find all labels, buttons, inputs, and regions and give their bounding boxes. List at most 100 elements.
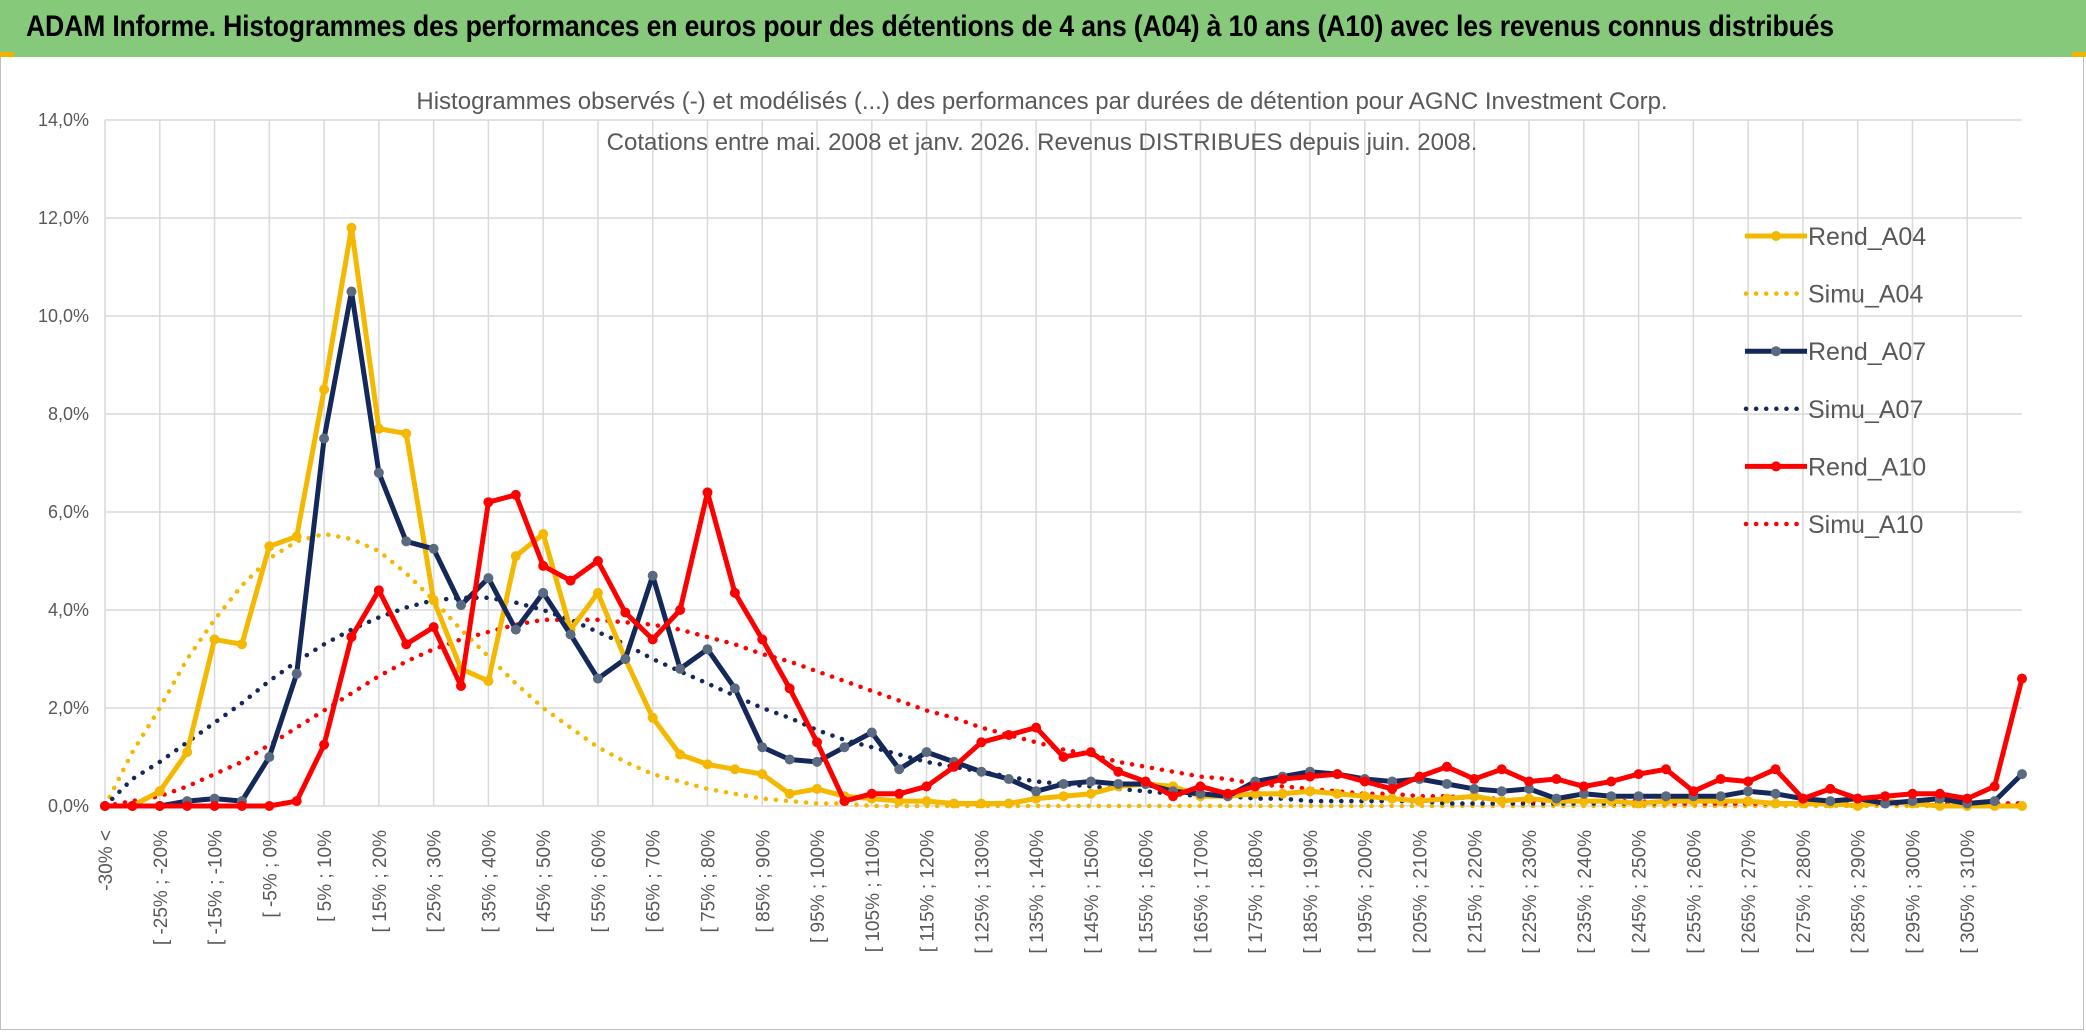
data-point-rend-a10 [428,622,439,633]
data-point-rend-a10 [620,607,631,618]
data-point-rend-a07 [1195,788,1206,799]
grid [104,119,2022,807]
data-point-rend-a10 [456,680,467,691]
data-point-rend-a04 [1058,791,1069,802]
data-point-rend-a10 [1031,722,1042,733]
data-point-rend-a10 [1797,793,1808,804]
x-tick-label: [ 225% ; 230% [1520,830,1541,954]
y-tick-label: 14,0% [38,110,89,130]
data-point-rend-a10 [1441,761,1452,772]
data-point-rend-a10 [592,556,603,566]
data-point-rend-a10 [182,801,193,811]
data-point-rend-a07 [538,587,549,598]
data-point-rend-a10 [1989,781,2000,792]
data-point-rend-a04 [236,639,247,650]
data-point-rend-a10 [1222,788,1233,799]
data-point-rend-a04 [1934,801,1945,811]
data-point-rend-a10 [483,497,494,508]
data-point-rend-a04 [2017,801,2027,811]
data-point-rend-a10 [1469,774,1480,785]
data-point-rend-a07 [2017,769,2027,780]
data-point-rend-a04 [1387,793,1398,804]
legend-label-simu-a10: Simu_A10 [1808,511,1923,539]
data-point-rend-a10 [1332,769,1343,780]
legend-label-rend-a07: Rend_A07 [1808,338,1926,366]
x-tick-label: [ 95% ; 100% [808,830,829,943]
data-point-rend-a10 [127,801,138,811]
legend-label-rend-a10: Rend_A10 [1808,453,1926,481]
data-point-rend-a10 [1359,776,1370,787]
data-point-rend-a04 [373,423,384,434]
data-point-rend-a04 [401,428,412,439]
y-tick-label: 6,0% [48,502,89,522]
legend-label-rend-a04: Rend_A04 [1808,223,1926,251]
data-point-rend-a07 [565,629,576,640]
data-point-rend-a04 [1633,798,1644,809]
data-point-rend-a04 [921,796,932,807]
data-point-rend-a07 [1825,796,1836,807]
data-point-rend-a04 [702,759,713,770]
data-point-rend-a07 [1606,791,1617,802]
legend-marker-rend-a07 [1771,346,1781,357]
data-point-rend-a04 [1359,791,1370,802]
y-tick-label: 0,0% [48,796,89,816]
data-point-rend-a10 [1387,783,1398,794]
data-point-rend-a10 [510,489,521,500]
series-line-simu-a04 [102,531,2025,809]
data-point-rend-a10 [538,560,549,571]
data-point-rend-a10 [1168,791,1179,802]
data-point-rend-a04 [264,541,275,552]
data-point-rend-a04 [1578,796,1589,807]
data-point-rend-a10 [702,487,713,498]
x-tick-label: [ 75% ; 80% [698,830,719,933]
data-point-rend-a07 [291,668,302,679]
chart-subtitle: Cotations entre mai. 2008 et janv. 2026.… [607,129,1478,156]
data-point-rend-a07 [894,764,905,775]
data-point-rend-a04 [1250,788,1261,799]
data-point-rend-a10 [757,634,768,645]
x-tick-label: [ 185% ; 190% [1301,830,1322,954]
x-tick-label: [ -15% ; -10% [206,830,227,945]
y-tick-label: 4,0% [48,600,89,620]
x-tick-label: [ 115% ; 120% [918,830,939,952]
legend-label-simu-a07: Simu_A07 [1808,396,1923,424]
x-tick-label: -30% < [96,830,117,891]
data-point-rend-a07 [1496,786,1507,797]
data-point-rend-a10 [866,788,877,799]
data-point-rend-a04 [291,531,302,542]
y-tick-label: 10,0% [38,306,89,326]
page-title: ADAM Informe. Histogrammes des performan… [26,10,1834,43]
data-point-rend-a07 [675,663,686,674]
data-point-rend-a07 [757,742,768,753]
data-point-rend-a04 [1496,796,1507,807]
x-tick-label: [ 125% ; 130% [972,830,993,954]
data-point-rend-a04 [510,551,521,562]
data-point-rend-a10 [1852,793,1863,804]
axis-ticks: 0,0% 2,0% 4,0% 6,0% 8,0% 10,0% 12,0% 14,0% -30% … [38,110,1979,954]
legend-marker-rend-a10 [1771,461,1781,472]
data-point-rend-a07 [592,673,603,684]
data-point-rend-a10 [100,801,110,811]
data-point-rend-a04 [154,786,165,797]
data-point-rend-a07 [346,286,357,297]
data-point-rend-a10 [373,585,384,596]
data-point-rend-a04 [647,712,658,723]
data-point-rend-a10 [1058,752,1069,762]
data-point-rend-a04 [1524,793,1535,804]
data-point-rend-a10 [236,801,247,811]
data-point-rend-a10 [675,605,686,615]
data-point-rend-a07 [510,624,521,635]
data-point-rend-a10 [894,788,905,799]
data-point-rend-a04 [592,587,603,598]
x-tick-label: [ 285% ; 290% [1849,830,1870,954]
data-point-rend-a04 [812,783,823,794]
data-point-rend-a07 [1770,788,1781,799]
x-tick-label: [ -25% ; -20% [151,830,172,945]
x-tick-label: [ 175% ; 180% [1246,830,1267,954]
data-point-rend-a07 [1441,778,1452,789]
data-point-rend-a07 [839,742,850,753]
data-point-rend-a10 [565,575,576,586]
data-point-rend-a04 [182,747,193,758]
data-point-rend-a07 [702,644,713,655]
data-point-rend-a10 [346,631,357,642]
